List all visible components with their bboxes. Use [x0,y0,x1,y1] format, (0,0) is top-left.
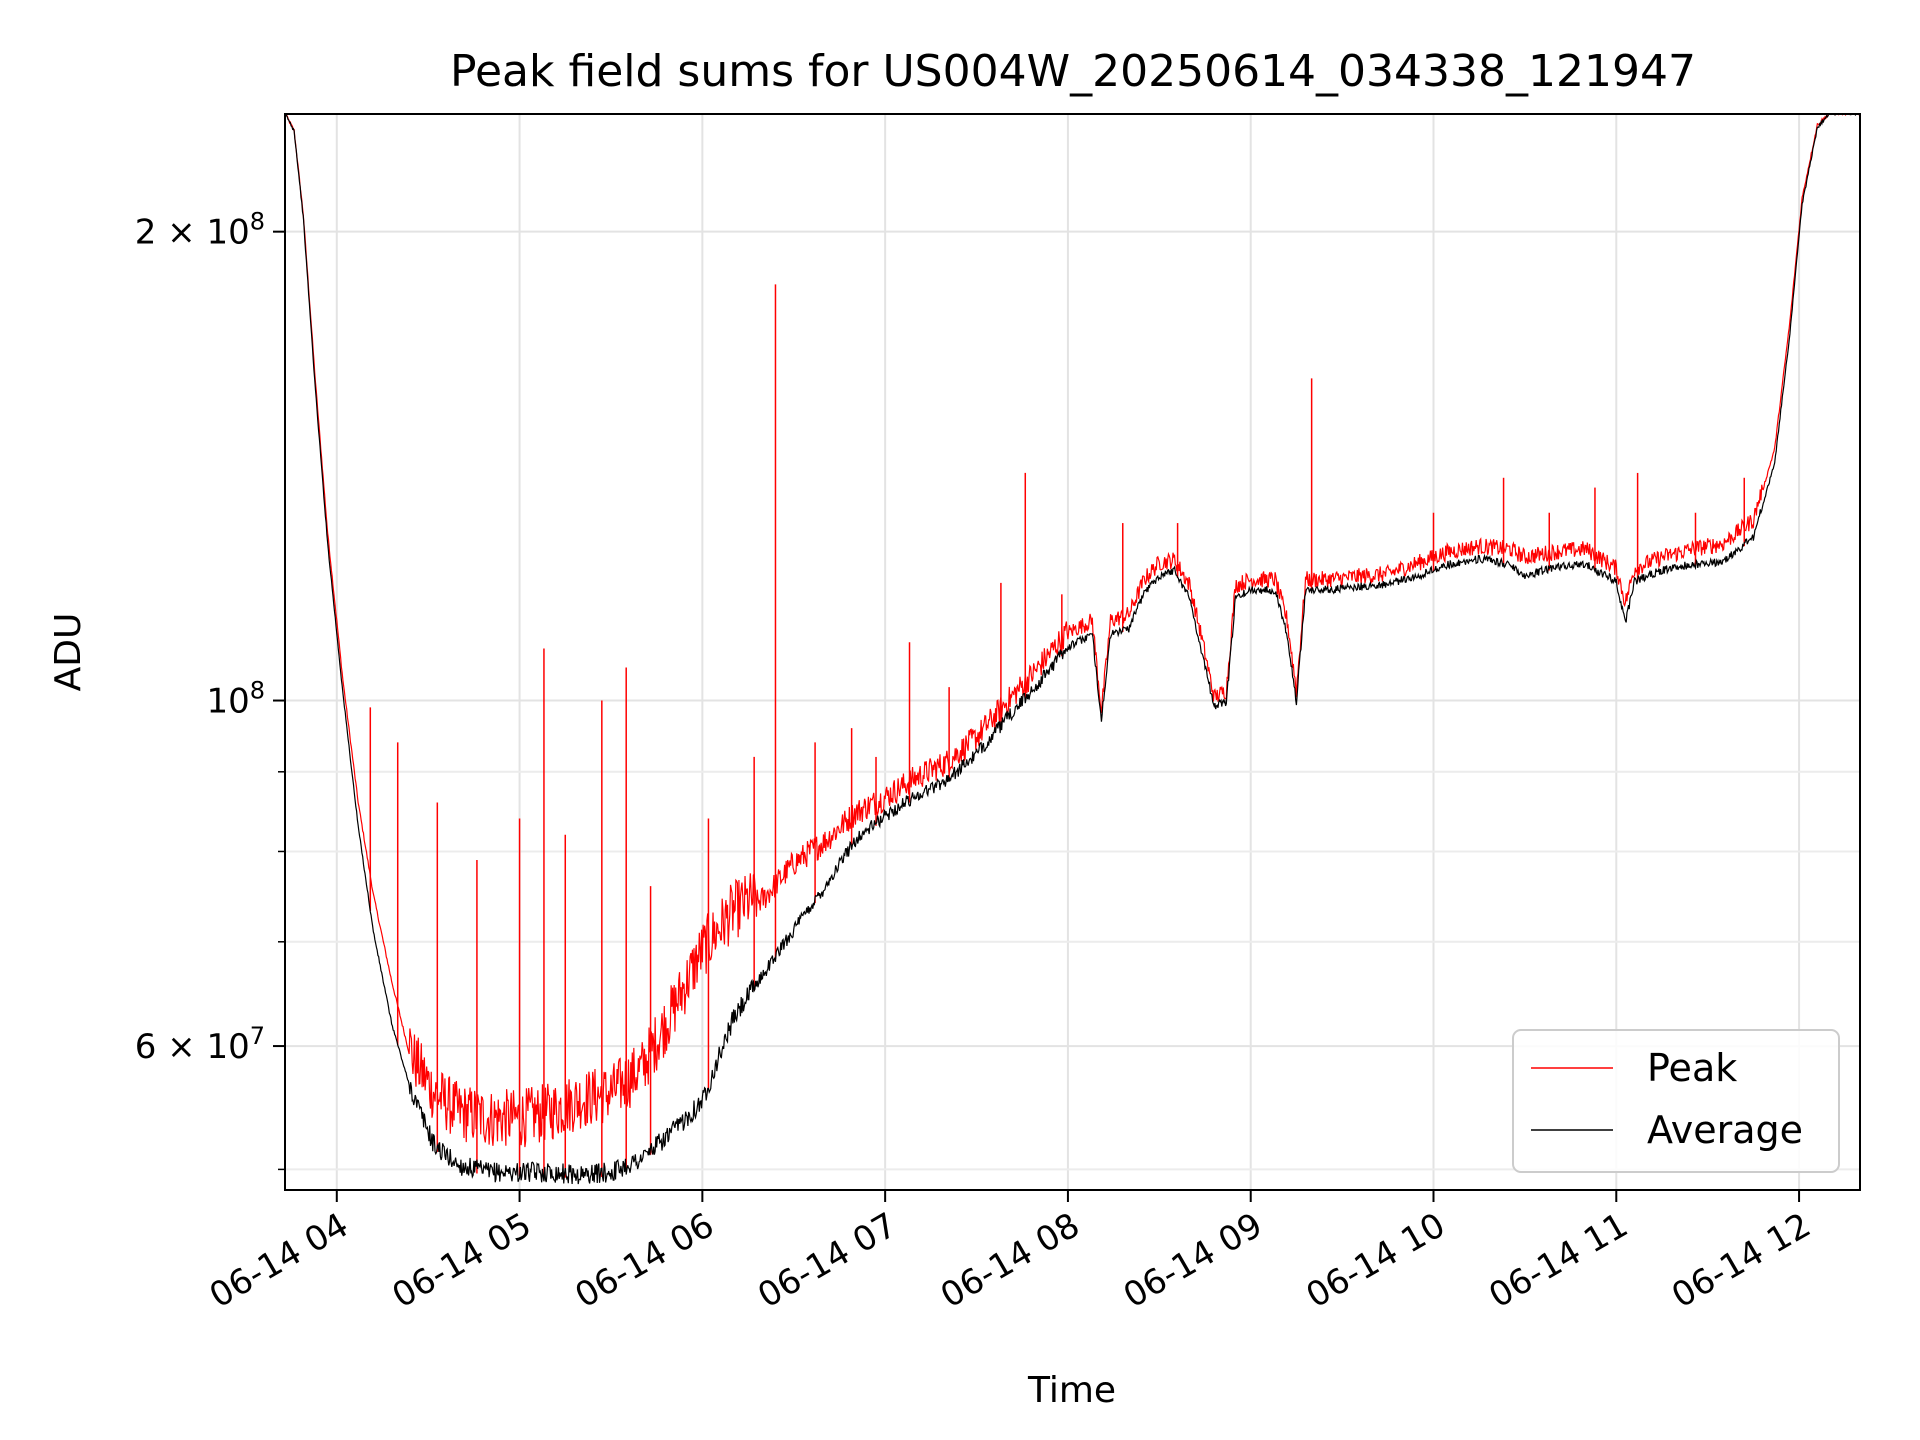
legend-peak-label: Peak [1647,1046,1737,1090]
y-tick-label-0: 2 × 108 [135,208,265,253]
y-tick-label-2: 6 × 107 [135,1022,265,1067]
legend-average-label: Average [1647,1108,1803,1152]
legend-box [1512,1029,1840,1173]
y-axis-ticks: 2 × 108 108 6 × 107 [135,208,285,1067]
peak-line [284,113,1860,1148]
chart-title: Peak field sums for US004W_20250614_0343… [450,46,1696,97]
series-average [285,113,1860,1185]
y-axis-label: ADU [48,613,89,692]
legend: Peak Average [1512,1029,1840,1173]
average-line [285,113,1860,1185]
series-peak [284,113,1860,1178]
plot-frame [284,113,1861,1191]
x-axis-label: Time [1027,1370,1116,1411]
y-tick-label-1: 108 [206,677,265,722]
y-minor-ticks [278,771,285,1171]
